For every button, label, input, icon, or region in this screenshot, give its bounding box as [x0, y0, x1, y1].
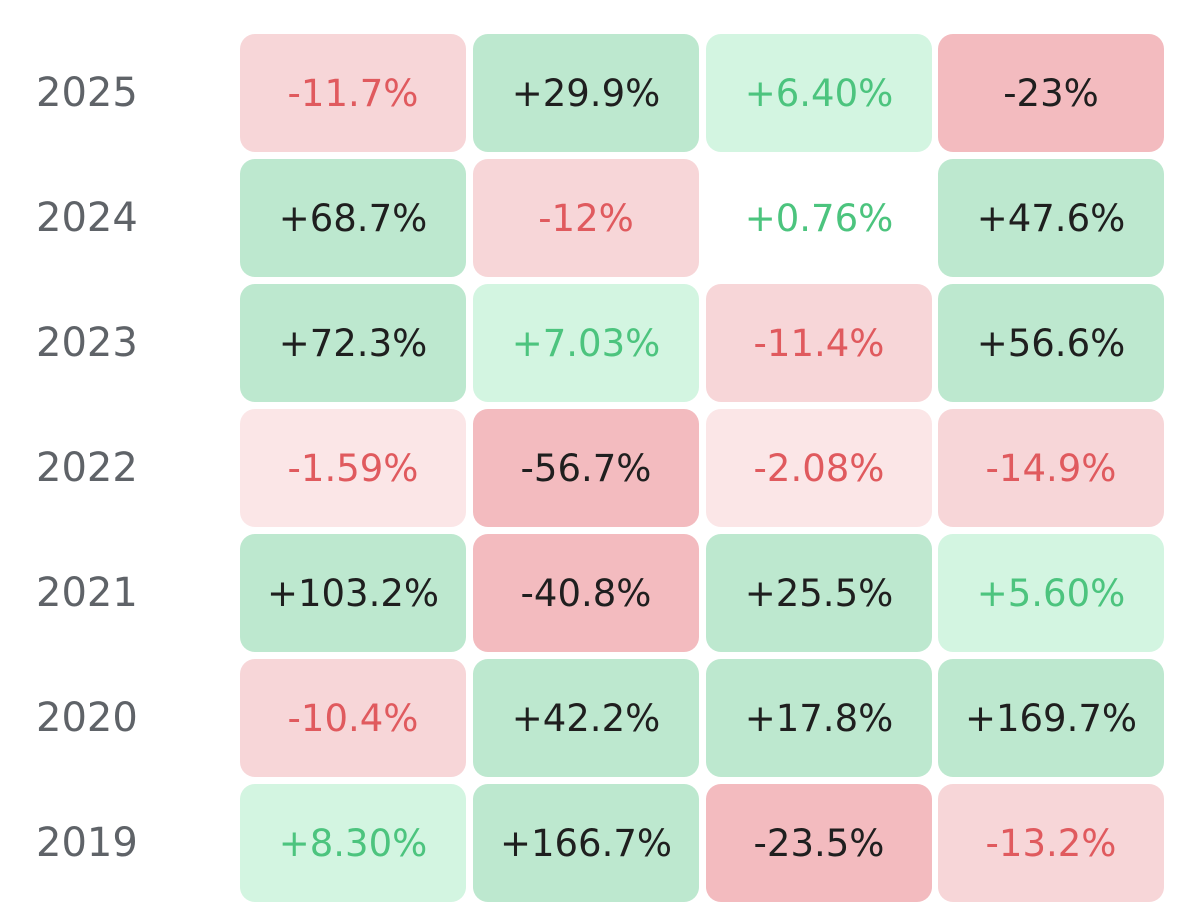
heatmap-cell: -12%	[473, 159, 699, 277]
heatmap-cell: +25.5%	[706, 534, 932, 652]
year-label: 2022	[36, 445, 138, 491]
heatmap-cell: -1.59%	[240, 409, 466, 527]
heatmap-cell: +166.7%	[473, 784, 699, 902]
heatmap-cell: -11.4%	[706, 284, 932, 402]
year-label: 2024	[36, 195, 138, 241]
heatmap-cell: -56.7%	[473, 409, 699, 527]
heatmap-cell: -11.7%	[240, 34, 466, 152]
heatmap-cell: +29.9%	[473, 34, 699, 152]
heatmap-cell: +56.6%	[938, 284, 1164, 402]
year-label: 2025	[36, 70, 138, 116]
heatmap-cell: -10.4%	[240, 659, 466, 777]
heatmap-cell: -2.08%	[706, 409, 932, 527]
heatmap-cell: +47.6%	[938, 159, 1164, 277]
heatmap-cell: +7.03%	[473, 284, 699, 402]
heatmap-cell: -14.9%	[938, 409, 1164, 527]
heatmap-cell: +72.3%	[240, 284, 466, 402]
heatmap-cell: +0.76%	[706, 159, 932, 277]
heatmap-cell: -13.2%	[938, 784, 1164, 902]
heatmap-cell: +8.30%	[240, 784, 466, 902]
heatmap-cell: -40.8%	[473, 534, 699, 652]
year-label: 2023	[36, 320, 138, 366]
heatmap-cell: +17.8%	[706, 659, 932, 777]
heatmap-cell: -23%	[938, 34, 1164, 152]
heatmap-cell: +42.2%	[473, 659, 699, 777]
year-label: 2021	[36, 570, 138, 616]
heatmap-cell: +68.7%	[240, 159, 466, 277]
heatmap-cell: -23.5%	[706, 784, 932, 902]
heatmap-cell: +5.60%	[938, 534, 1164, 652]
year-label: 2020	[36, 695, 138, 741]
heatmap-cell: +169.7%	[938, 659, 1164, 777]
heatmap-cell: +6.40%	[706, 34, 932, 152]
year-label: 2019	[36, 820, 138, 866]
heatmap-cell: +103.2%	[240, 534, 466, 652]
